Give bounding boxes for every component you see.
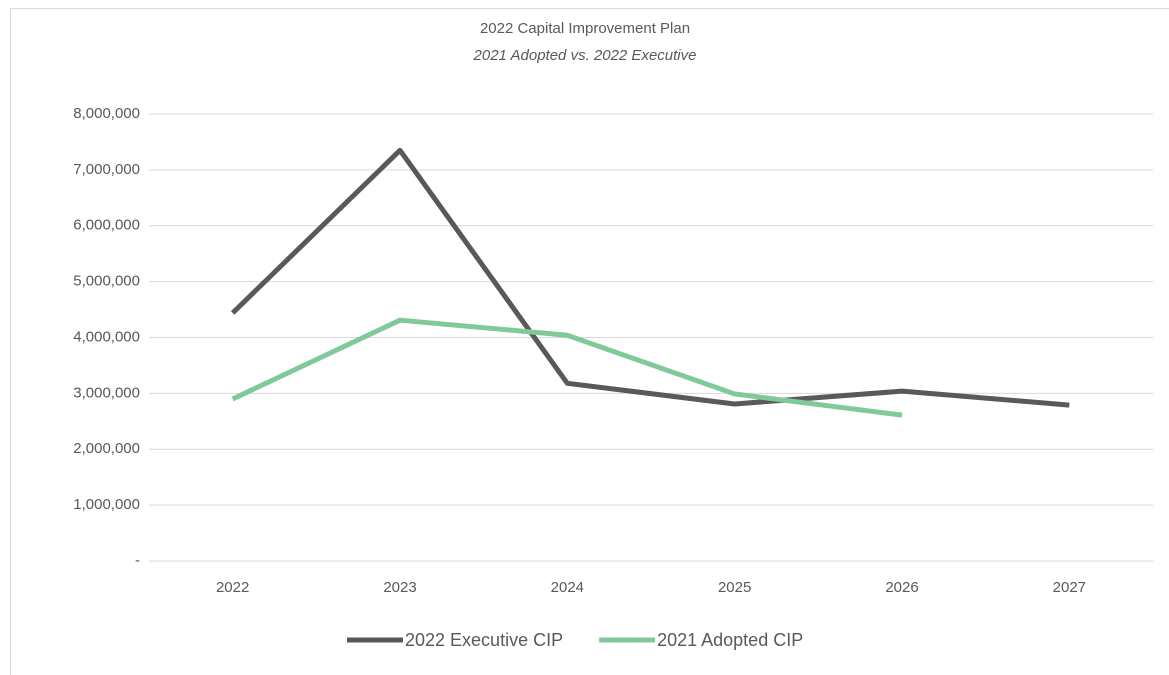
chart-title: 2022 Capital Improvement Plan: [480, 20, 690, 37]
legend-label: 2021 Adopted CIP: [657, 630, 803, 650]
x-tick-label: 2026: [885, 579, 918, 596]
x-tick-label: 2024: [551, 579, 584, 596]
y-tick-label: 6,000,000: [73, 217, 140, 234]
x-tick-label: 2023: [383, 579, 416, 596]
series-line: [230, 147, 1070, 408]
x-tick-label: 2022: [216, 579, 249, 596]
y-tick-label: -: [135, 552, 140, 569]
chart-subtitle: 2021 Adopted vs. 2022 Executive: [473, 47, 697, 64]
series-line: [231, 317, 903, 418]
y-tick-label: 5,000,000: [73, 273, 140, 290]
legend-label: 2022 Executive CIP: [405, 630, 563, 650]
x-tick-label: 2027: [1053, 579, 1086, 596]
y-tick-label: 2,000,000: [73, 440, 140, 457]
x-tick-label: 2025: [718, 579, 751, 596]
y-tick-label: 4,000,000: [73, 328, 140, 345]
y-tick-label: 1,000,000: [73, 496, 140, 513]
y-tick-label: 3,000,000: [73, 384, 140, 401]
y-tick-label: 8,000,000: [73, 105, 140, 122]
y-tick-label: 7,000,000: [73, 161, 140, 178]
